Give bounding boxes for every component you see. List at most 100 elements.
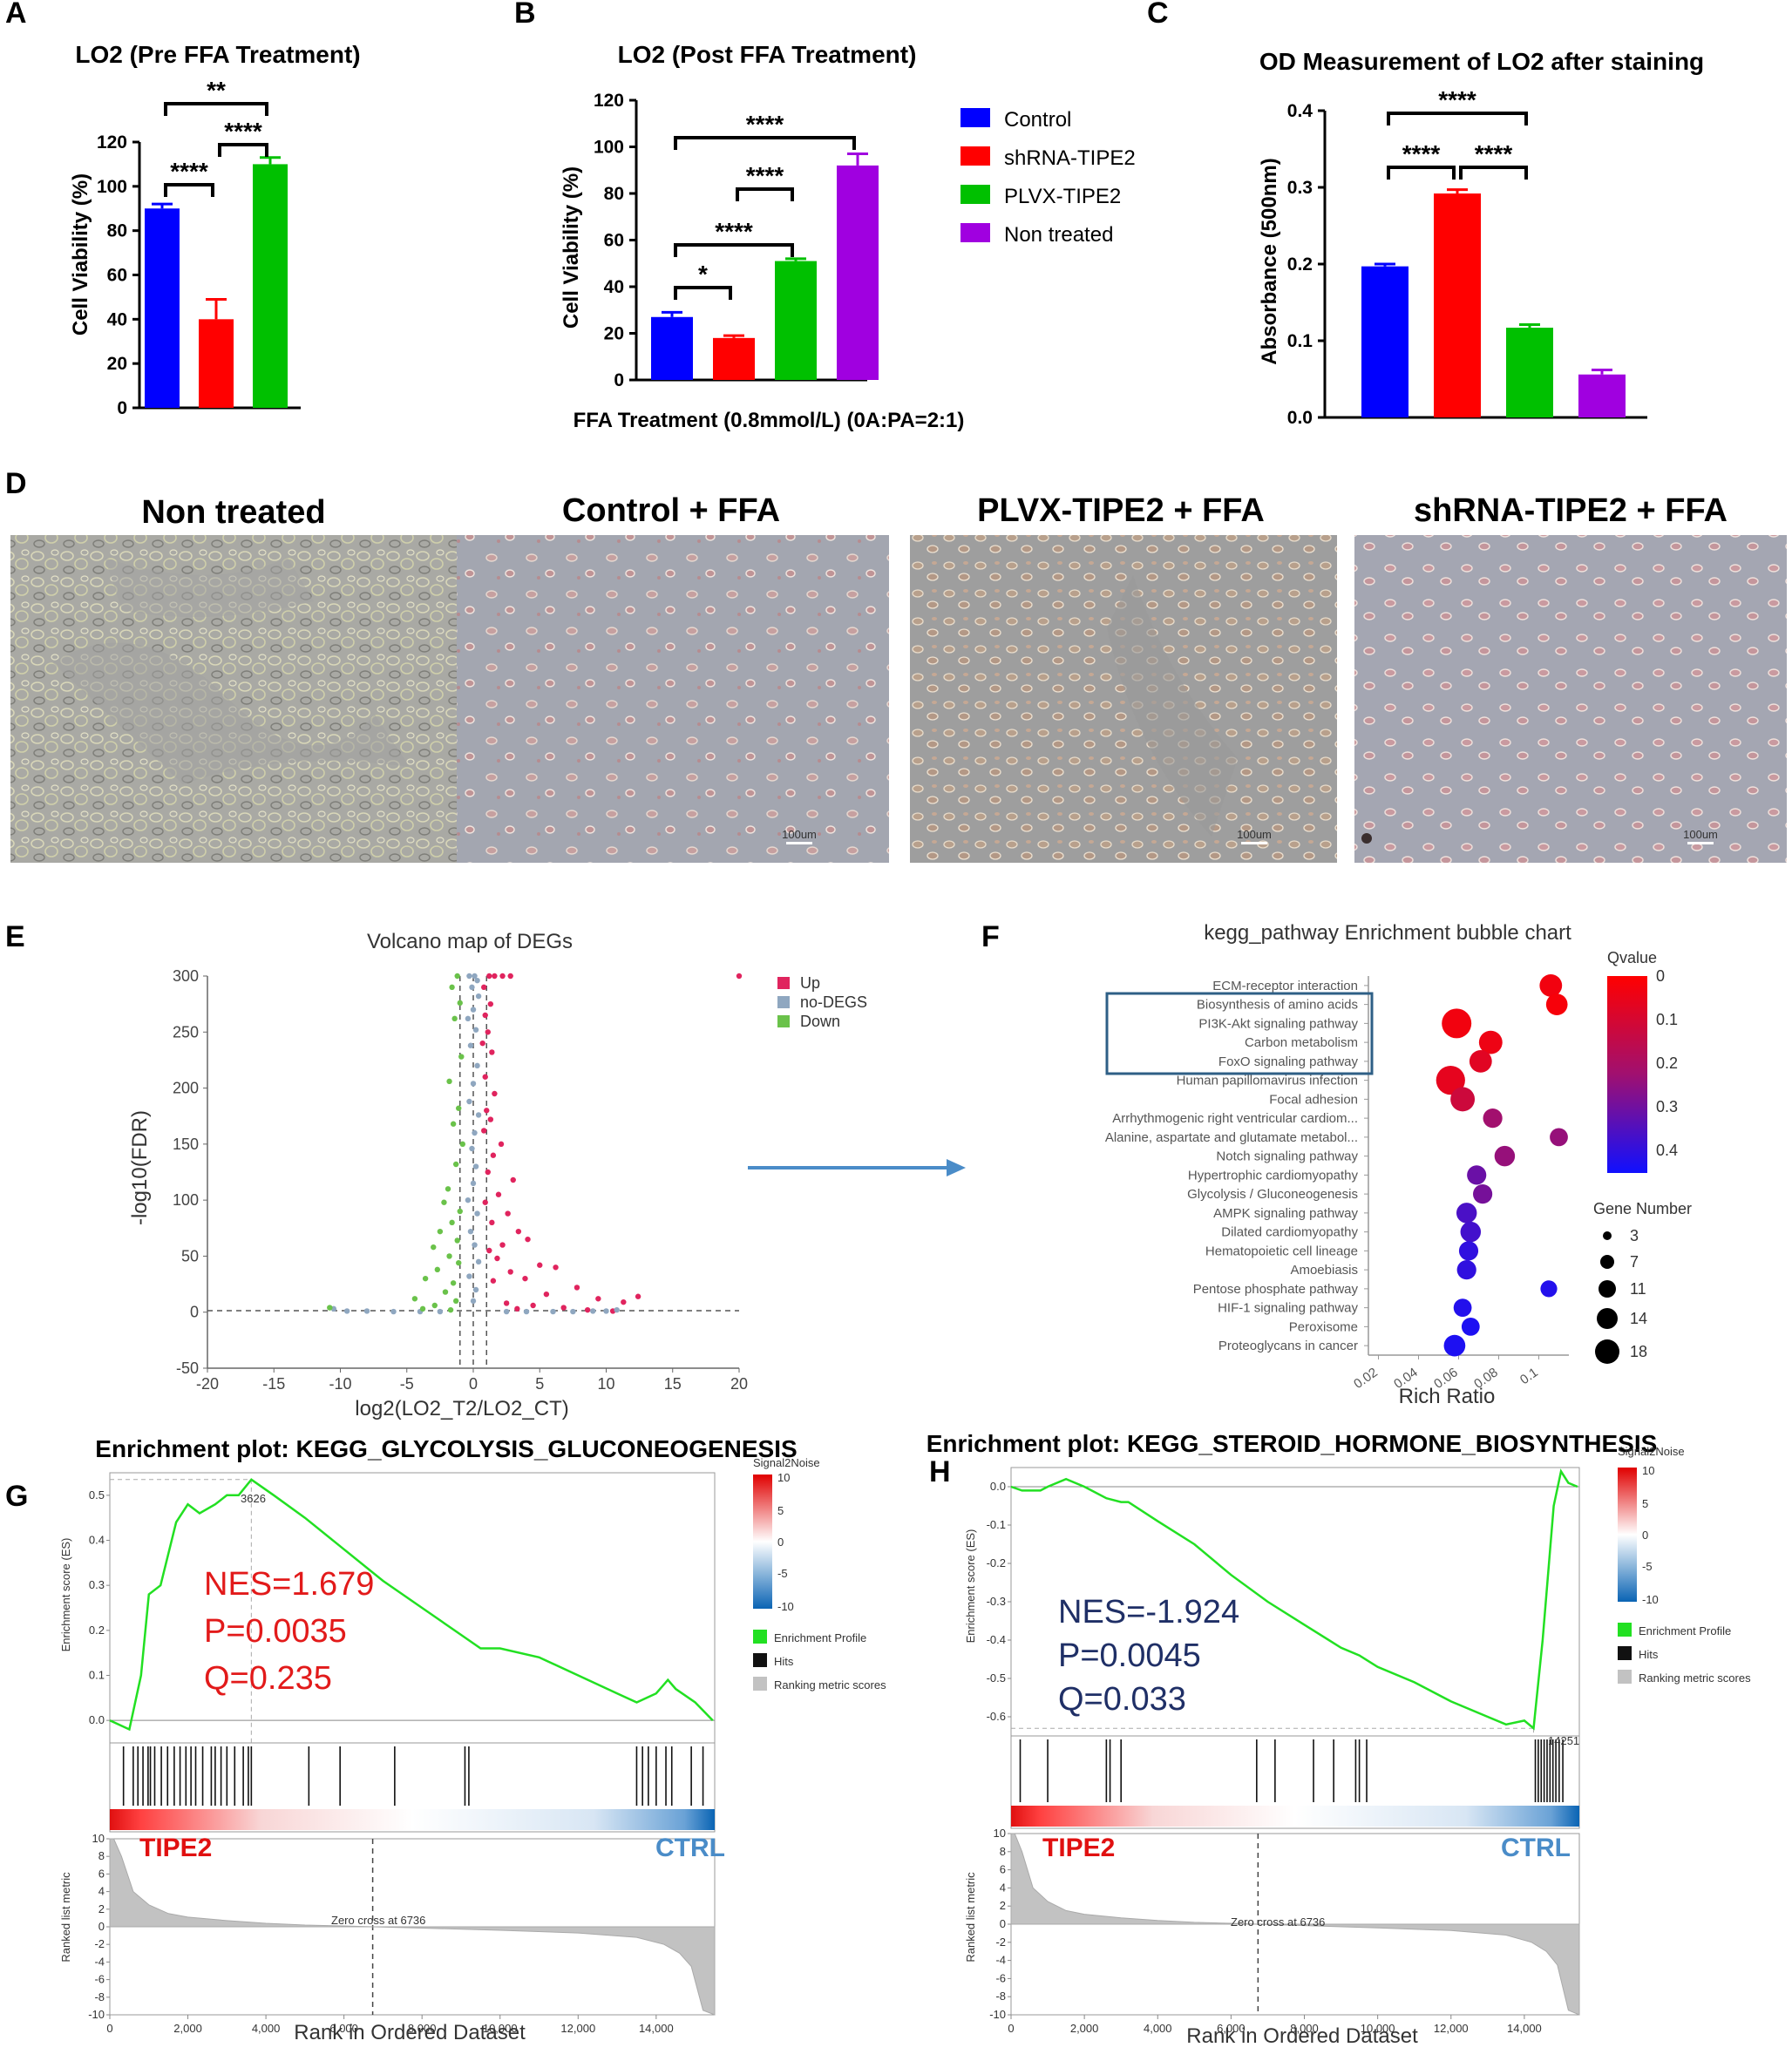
volcano-point	[327, 1305, 333, 1311]
y2-tick-label: 10	[92, 1832, 105, 1845]
y-tick-label: 0.3	[1287, 178, 1313, 198]
gsea-legend: Signal2Noise 10 5 0 -5 -10 Enrichment Pr…	[753, 1456, 886, 1692]
volcano-point	[484, 1108, 490, 1114]
y-tick-label: 0.1	[1287, 331, 1313, 351]
legend-swatch-profile	[753, 1630, 767, 1644]
right-arrow	[748, 1159, 966, 1176]
volcano-point	[446, 1253, 452, 1259]
volcano-point	[486, 1247, 492, 1254]
micrograph-title-control: Control + FFA	[562, 492, 780, 529]
x-tick-label: -5	[400, 1375, 414, 1393]
x-tick-label: 12,000	[1434, 2022, 1469, 2035]
volcano-point	[419, 1305, 426, 1312]
x-axis-label: log2(LO2_T2/LO2_CT)	[355, 1397, 568, 1420]
volcano-point	[523, 1308, 530, 1315]
volcano-point	[467, 1228, 474, 1235]
volcano-point	[495, 1191, 502, 1197]
volcano-point	[487, 1116, 494, 1122]
pathway-bubble	[1545, 993, 1568, 1015]
volcano-point	[481, 984, 487, 991]
pathway-bubble	[1458, 1241, 1479, 1261]
right-group-label: CTRL	[1501, 1834, 1571, 1862]
significance-label: **	[207, 77, 226, 104]
scale-bar-label: 100um	[1683, 828, 1718, 841]
bar	[145, 208, 180, 408]
y2-tick-label: -10	[88, 2008, 105, 2021]
volcano-point	[492, 1090, 498, 1097]
volcano-point	[481, 1128, 487, 1134]
legend-label-down: Down	[800, 1013, 840, 1030]
volcano-point	[472, 1242, 478, 1248]
y-tick-label: 0.2	[1287, 254, 1313, 275]
volcano-point	[450, 1121, 457, 1127]
x-tick-label: 0	[106, 2022, 112, 2035]
size-legend-dot	[1595, 1339, 1619, 1364]
significance-bracket	[674, 286, 732, 300]
pathway-label: AMPK signaling pathway	[1213, 1206, 1358, 1221]
legend-swatch-down	[777, 1015, 790, 1027]
volcano-point	[445, 1186, 451, 1192]
x-tick-label: 4,000	[1144, 2022, 1172, 2035]
y-tick-label: 20	[107, 354, 127, 374]
volcano-point	[635, 1293, 641, 1299]
y-tick-label: 40	[107, 309, 127, 329]
qvalue-tick: 0.2	[1656, 1054, 1678, 1072]
volcano-point	[498, 1141, 505, 1148]
legend-groups: Control shRNA-TIPE2 PLVX-TIPE2 Non treat…	[960, 108, 1136, 247]
qvalue-legend: Qvalue 0 0.1 0.2 0.3 0.4	[1607, 949, 1678, 1173]
micrograph-title-plvx: PLVX-TIPE2 + FFA	[977, 492, 1265, 529]
volcano-point	[574, 1285, 580, 1291]
signal2noise-gradient	[1618, 1468, 1637, 1602]
y2-tick-label: 8	[1000, 1845, 1006, 1858]
volcano-point	[422, 1275, 429, 1282]
y-tick-label: -0.6	[987, 1710, 1006, 1723]
y-tick-label: 0.4	[1287, 101, 1313, 121]
legend-label-control: Control	[1004, 108, 1071, 132]
volcano-point	[482, 1074, 488, 1080]
legend-swatch-ranking	[753, 1677, 767, 1691]
significance-bracket	[1387, 112, 1528, 125]
s2n-tick: -5	[777, 1567, 788, 1580]
volcano-point	[457, 1208, 463, 1215]
legend-swatch-up	[777, 977, 790, 989]
volcano-point	[550, 1308, 556, 1315]
y-tick-label: 0.2	[89, 1624, 105, 1637]
y-tick-label: 0.3	[89, 1578, 105, 1591]
legend-swatch-hits	[753, 1653, 767, 1667]
volcano-point	[451, 1015, 458, 1022]
volcano-point	[472, 1163, 479, 1169]
q-stat: Q=0.033	[1058, 1681, 1186, 1718]
pathway-label: Focal adhesion	[1269, 1092, 1358, 1107]
volcano-point	[466, 1098, 472, 1105]
enrichment-curve	[1010, 1468, 1578, 1731]
y2-tick-label: 6	[98, 1867, 105, 1880]
pathway-label: ECM-receptor interaction	[1212, 979, 1358, 993]
x-tick-label: 14,000	[1507, 2022, 1542, 2035]
significance-bracket	[1387, 166, 1456, 180]
volcano-point	[482, 1012, 488, 1019]
volcano-point	[457, 1000, 463, 1007]
signal2noise-title: Signal2Noise	[753, 1456, 820, 1469]
micrograph-title-non-treated: Non treated	[141, 494, 325, 531]
y2-tick-label: 0	[1000, 1917, 1006, 1930]
pathway-bubble	[1461, 1317, 1480, 1336]
pathway-label: Dilated cardiomyopathy	[1221, 1225, 1358, 1240]
s2n-tick: 10	[777, 1471, 790, 1484]
y2-tick-label: 2	[1000, 1899, 1006, 1912]
gsea-plot-glycolysis: Enrichment plot: KEGG_GLYCOLYSIS_GLUCONE…	[59, 1435, 886, 2044]
volcano-point	[489, 1049, 495, 1055]
y2-tick-label: -4	[995, 1954, 1006, 1967]
y2-tick-label: 8	[98, 1849, 105, 1862]
volcano-point	[590, 1308, 596, 1314]
volcano-point	[485, 1029, 491, 1035]
y2-axis-label: Ranked list metric	[59, 1872, 72, 1963]
x-tick-label: 14,000	[639, 2022, 674, 2035]
pathway-label: Pentose phosphate pathway	[1193, 1282, 1359, 1297]
significance-label: ****	[224, 118, 262, 145]
volcano-plot: Volcano map of DEGs log2(LO2_T2/LO2_CT) …	[128, 930, 867, 1420]
volcano-point	[449, 984, 455, 991]
bar	[775, 261, 817, 380]
ranked-metric-area	[1010, 1833, 1580, 2016]
qvalue-tick: 0	[1656, 967, 1665, 985]
y-tick-label: 0.0	[990, 1480, 1006, 1493]
